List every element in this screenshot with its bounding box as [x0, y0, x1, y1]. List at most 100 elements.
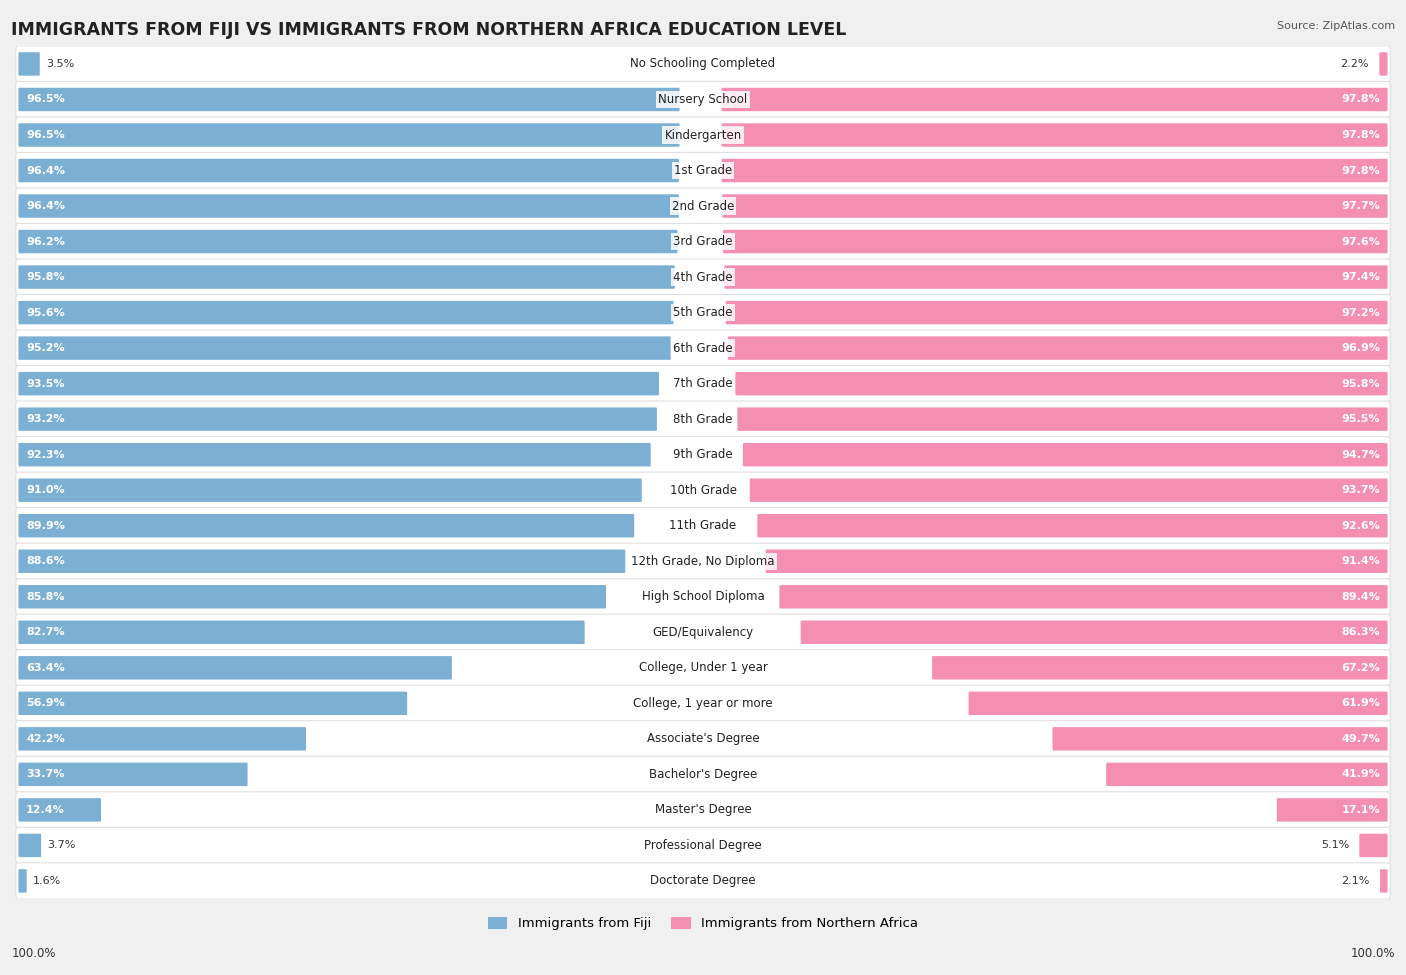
Text: 97.6%: 97.6%: [1341, 237, 1381, 247]
FancyBboxPatch shape: [766, 550, 1388, 573]
FancyBboxPatch shape: [18, 194, 679, 217]
Text: 96.5%: 96.5%: [25, 95, 65, 104]
Text: 9th Grade: 9th Grade: [673, 448, 733, 461]
Text: 63.4%: 63.4%: [25, 663, 65, 673]
Text: 95.6%: 95.6%: [25, 307, 65, 318]
FancyBboxPatch shape: [18, 799, 101, 822]
Text: Master's Degree: Master's Degree: [655, 803, 751, 816]
Text: 95.8%: 95.8%: [25, 272, 65, 282]
Text: 17.1%: 17.1%: [1341, 805, 1381, 815]
Text: 96.5%: 96.5%: [25, 130, 65, 140]
Text: 100.0%: 100.0%: [1350, 947, 1395, 960]
FancyBboxPatch shape: [15, 757, 1391, 793]
Text: 41.9%: 41.9%: [1341, 769, 1381, 779]
FancyBboxPatch shape: [721, 123, 1388, 146]
Text: 89.4%: 89.4%: [1341, 592, 1381, 602]
FancyBboxPatch shape: [18, 371, 659, 396]
Text: College, 1 year or more: College, 1 year or more: [633, 697, 773, 710]
FancyBboxPatch shape: [18, 88, 679, 111]
Text: 97.7%: 97.7%: [1341, 201, 1381, 211]
FancyBboxPatch shape: [1107, 762, 1388, 786]
FancyBboxPatch shape: [15, 152, 1391, 188]
FancyBboxPatch shape: [725, 301, 1388, 325]
Text: 1.6%: 1.6%: [32, 876, 60, 886]
Text: Source: ZipAtlas.com: Source: ZipAtlas.com: [1277, 21, 1395, 31]
FancyBboxPatch shape: [18, 869, 27, 893]
Text: 95.5%: 95.5%: [1341, 414, 1381, 424]
FancyBboxPatch shape: [1360, 834, 1388, 857]
Text: 96.4%: 96.4%: [25, 201, 65, 211]
FancyBboxPatch shape: [18, 265, 675, 289]
FancyBboxPatch shape: [800, 620, 1388, 644]
FancyBboxPatch shape: [18, 514, 634, 537]
FancyBboxPatch shape: [15, 508, 1391, 544]
Text: 33.7%: 33.7%: [25, 769, 65, 779]
FancyBboxPatch shape: [18, 727, 307, 751]
FancyBboxPatch shape: [18, 230, 678, 254]
Text: 82.7%: 82.7%: [25, 627, 65, 638]
Text: 12.4%: 12.4%: [25, 805, 65, 815]
FancyBboxPatch shape: [18, 479, 641, 502]
Text: 91.0%: 91.0%: [25, 486, 65, 495]
Text: 96.4%: 96.4%: [25, 166, 65, 175]
Text: 94.7%: 94.7%: [1341, 449, 1381, 459]
Text: 95.2%: 95.2%: [25, 343, 65, 353]
Text: 3.5%: 3.5%: [46, 58, 75, 69]
FancyBboxPatch shape: [742, 443, 1388, 466]
FancyBboxPatch shape: [1053, 727, 1388, 751]
Text: 93.5%: 93.5%: [25, 378, 65, 389]
Text: 97.8%: 97.8%: [1341, 130, 1381, 140]
Text: 97.8%: 97.8%: [1341, 166, 1381, 175]
Text: 11th Grade: 11th Grade: [669, 520, 737, 532]
FancyBboxPatch shape: [18, 443, 651, 466]
FancyBboxPatch shape: [18, 550, 626, 573]
Text: 67.2%: 67.2%: [1341, 663, 1381, 673]
Text: Doctorate Degree: Doctorate Degree: [650, 875, 756, 887]
Text: 49.7%: 49.7%: [1341, 734, 1381, 744]
Legend: Immigrants from Fiji, Immigrants from Northern Africa: Immigrants from Fiji, Immigrants from No…: [488, 917, 918, 930]
FancyBboxPatch shape: [721, 88, 1388, 111]
Text: GED/Equivalency: GED/Equivalency: [652, 626, 754, 639]
FancyBboxPatch shape: [15, 721, 1391, 757]
Text: 5th Grade: 5th Grade: [673, 306, 733, 319]
FancyBboxPatch shape: [18, 408, 657, 431]
FancyBboxPatch shape: [969, 691, 1388, 715]
FancyBboxPatch shape: [779, 585, 1388, 608]
FancyBboxPatch shape: [15, 863, 1391, 899]
Text: 4th Grade: 4th Grade: [673, 271, 733, 284]
Text: 6th Grade: 6th Grade: [673, 341, 733, 355]
FancyBboxPatch shape: [18, 159, 679, 182]
Text: 2.1%: 2.1%: [1341, 876, 1369, 886]
Text: Kindergarten: Kindergarten: [665, 129, 741, 141]
Text: 97.8%: 97.8%: [1341, 95, 1381, 104]
Text: 86.3%: 86.3%: [1341, 627, 1381, 638]
FancyBboxPatch shape: [15, 366, 1391, 402]
Text: 95.8%: 95.8%: [1341, 378, 1381, 389]
Text: Professional Degree: Professional Degree: [644, 838, 762, 852]
FancyBboxPatch shape: [15, 117, 1391, 153]
Text: IMMIGRANTS FROM FIJI VS IMMIGRANTS FROM NORTHERN AFRICA EDUCATION LEVEL: IMMIGRANTS FROM FIJI VS IMMIGRANTS FROM …: [11, 21, 846, 39]
Text: 88.6%: 88.6%: [25, 557, 65, 566]
FancyBboxPatch shape: [15, 543, 1391, 579]
Text: 1st Grade: 1st Grade: [673, 164, 733, 177]
FancyBboxPatch shape: [15, 188, 1391, 224]
FancyBboxPatch shape: [15, 578, 1391, 615]
FancyBboxPatch shape: [18, 53, 39, 76]
Text: 97.2%: 97.2%: [1341, 307, 1381, 318]
FancyBboxPatch shape: [15, 649, 1391, 686]
FancyBboxPatch shape: [735, 371, 1388, 396]
FancyBboxPatch shape: [15, 46, 1391, 82]
Text: 85.8%: 85.8%: [25, 592, 65, 602]
Text: 2nd Grade: 2nd Grade: [672, 200, 734, 213]
Text: 96.9%: 96.9%: [1341, 343, 1381, 353]
Text: No Schooling Completed: No Schooling Completed: [630, 58, 776, 70]
FancyBboxPatch shape: [15, 81, 1391, 118]
Text: 97.4%: 97.4%: [1341, 272, 1381, 282]
Text: 8th Grade: 8th Grade: [673, 412, 733, 426]
FancyBboxPatch shape: [1379, 53, 1388, 76]
Text: 89.9%: 89.9%: [25, 521, 65, 530]
FancyBboxPatch shape: [723, 194, 1388, 217]
FancyBboxPatch shape: [1277, 799, 1388, 822]
FancyBboxPatch shape: [737, 408, 1388, 431]
FancyBboxPatch shape: [749, 479, 1388, 502]
